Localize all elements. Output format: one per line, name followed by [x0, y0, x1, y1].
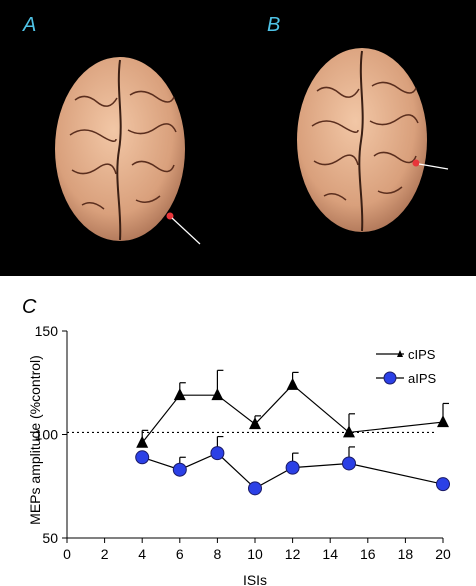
- data-point: [286, 377, 299, 390]
- x-tick-label: 16: [360, 546, 376, 562]
- x-axis-label: ISIs: [243, 572, 267, 586]
- x-tick-label: 6: [176, 546, 184, 562]
- data-point: [173, 388, 186, 401]
- series-layer: [135, 369, 450, 496]
- panel-label-b: B: [267, 14, 281, 36]
- panel-label-c: C: [22, 296, 37, 318]
- marker-a: [166, 212, 174, 220]
- x-tick-label: 8: [214, 546, 222, 562]
- data-point: [343, 425, 355, 438]
- x-tick-label: 12: [285, 546, 301, 562]
- x-tick-label: 18: [398, 546, 414, 562]
- x-tick-label: 2: [101, 546, 109, 562]
- data-point: [437, 415, 449, 428]
- data-point: [135, 450, 150, 465]
- brain-panels: A B: [0, 0, 476, 276]
- data-point: [172, 462, 187, 477]
- data-point: [436, 477, 450, 492]
- legend: cIPS aIPS: [376, 347, 437, 386]
- legend-label: aIPS: [408, 371, 437, 386]
- pointer-b: [418, 163, 449, 170]
- data-point: [248, 481, 262, 496]
- series-aIPS: [135, 435, 450, 496]
- brain-render-svg: [55, 48, 449, 245]
- legend-marker: [383, 371, 397, 385]
- legend-label: cIPS: [408, 347, 436, 362]
- x-tick-label: 10: [247, 546, 263, 562]
- panel-label-a: A: [23, 14, 37, 36]
- data-point: [249, 417, 261, 430]
- series-cIPS: [136, 369, 449, 448]
- data-point: [136, 435, 149, 448]
- x-tick-label: 0: [63, 546, 71, 562]
- y-tick-label: 50: [42, 530, 58, 546]
- data-point: [342, 456, 356, 471]
- legend-marker: [397, 350, 403, 357]
- chart-axes: 0 2 4 6 8 10 12 14 16 18 20 50 100 150: [35, 323, 451, 562]
- y-axis-label: MEPs amplitude (%control): [27, 355, 43, 525]
- data-point: [211, 388, 224, 401]
- series-line: [141, 383, 444, 444]
- x-tick-label: 14: [322, 546, 338, 562]
- pointer-a: [171, 217, 201, 245]
- y-tick-label: 100: [35, 427, 59, 443]
- x-tick-label: 20: [435, 546, 451, 562]
- marker-b: [412, 159, 420, 167]
- y-tick-label: 150: [35, 323, 59, 339]
- data-point: [285, 460, 300, 475]
- x-tick-label: 4: [138, 546, 146, 562]
- brain-a: [55, 57, 201, 245]
- data-point: [210, 446, 225, 461]
- brain-b: [297, 48, 449, 232]
